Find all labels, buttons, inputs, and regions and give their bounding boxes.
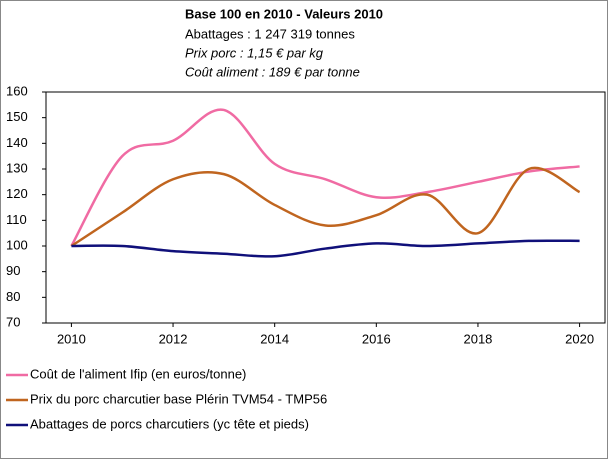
x-tick-label: 2012 (159, 331, 188, 346)
subtitle: Abattages : 1 247 319 tonnes (185, 26, 355, 41)
series-line (70, 108, 580, 247)
plot-area (45, 91, 606, 324)
y-tick-label: 80 (6, 289, 20, 304)
y-tick-label: 120 (6, 186, 28, 201)
legend-label: Abattages de porcs charcutiers (yc tête … (30, 416, 309, 431)
x-tick-label: 2018 (463, 331, 492, 346)
series-line (71, 239, 580, 258)
y-tick-label: 160 (6, 83, 28, 98)
x-tick-label: 2010 (57, 331, 86, 346)
legend-label: Coût de l'aliment Ifip (en euros/tonne) (30, 366, 246, 381)
x-tick-label: 2016 (362, 331, 391, 346)
y-tick-label: 150 (6, 109, 28, 124)
legend-label: Prix du porc charcutier base Plérin TVM5… (30, 391, 327, 406)
y-tick-label: 140 (6, 135, 28, 150)
series-line (70, 166, 581, 248)
subtitle: Prix porc : 1,15 € par kg (185, 45, 324, 60)
subtitle: Coût aliment : 189 € par tonne (185, 64, 360, 79)
y-tick-label: 130 (6, 160, 28, 175)
x-tick-label: 2020 (565, 331, 594, 346)
y-tick-label: 90 (6, 263, 20, 278)
y-tick-label: 100 (6, 237, 28, 252)
chart-title: Base 100 en 2010 - Valeurs 2010 (185, 6, 383, 21)
x-tick-label: 2014 (260, 331, 289, 346)
y-tick-label: 70 (6, 314, 20, 329)
y-tick-label: 110 (6, 212, 27, 227)
